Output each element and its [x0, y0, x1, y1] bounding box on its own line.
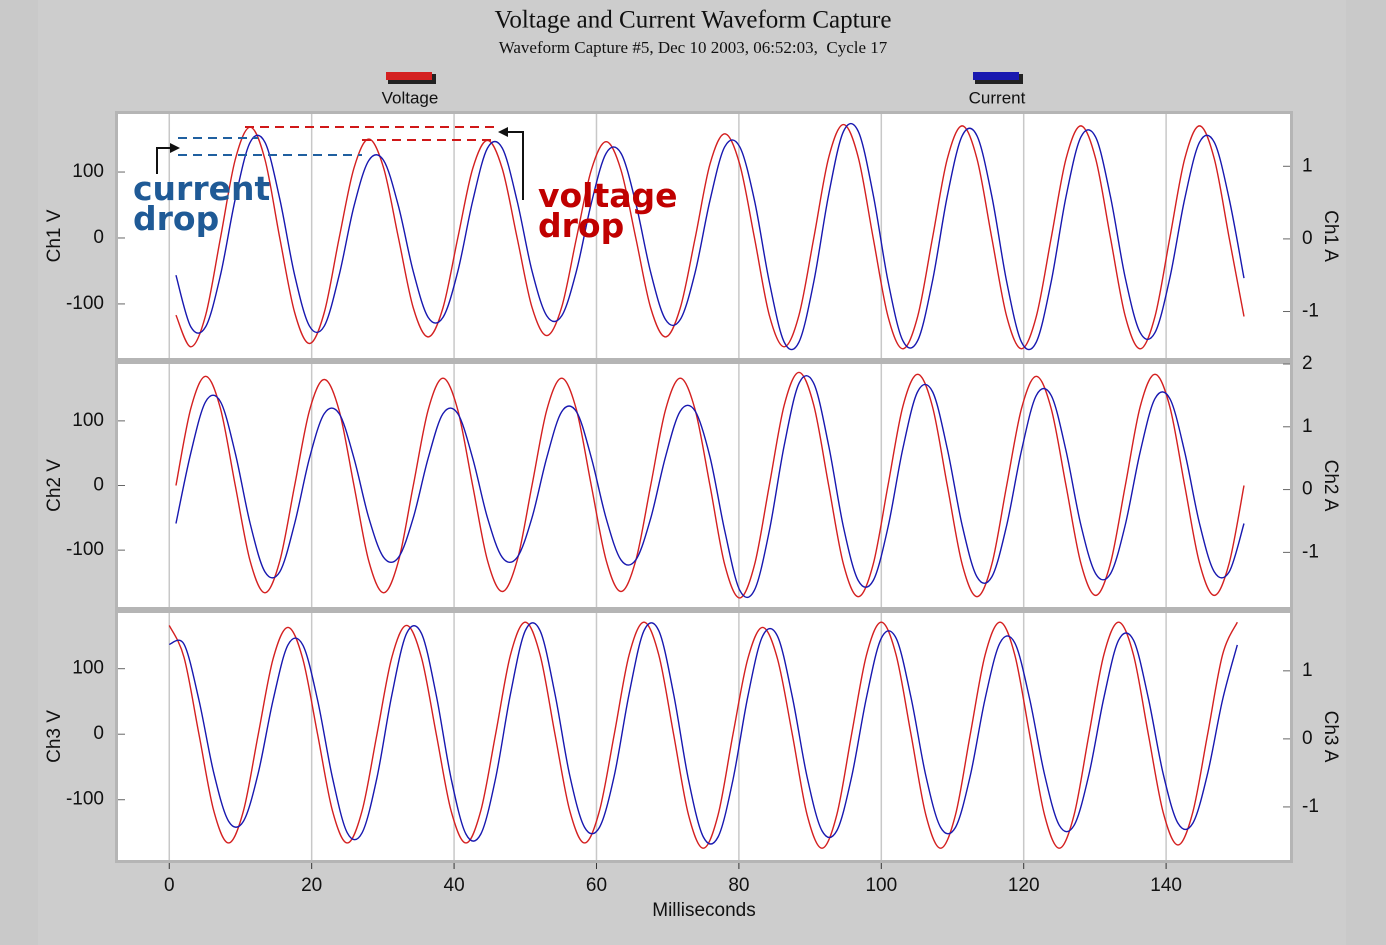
- y-tick-label: 100: [72, 410, 104, 431]
- series-line: [175, 123, 1245, 350]
- legend-swatch: [973, 72, 1019, 80]
- voltage-drop-arrow: [506, 131, 524, 200]
- y2-tick-label: -1: [1302, 541, 1319, 562]
- chart-subtitle: Waveform Capture #5, Dec 10 2003, 06:52:…: [499, 38, 888, 57]
- y2-tick-label: 0: [1302, 728, 1313, 749]
- plot-area: [118, 613, 1290, 860]
- y2-axis-label: Ch1 A: [1320, 210, 1341, 262]
- y-axis-label: Ch3 V: [44, 710, 65, 763]
- annotation: voltage drop: [538, 176, 678, 245]
- y-tick-label: 0: [93, 723, 104, 744]
- legend-label: Current: [969, 88, 1026, 107]
- series-line: [169, 622, 1238, 845]
- y2-axis-label: Ch3 A: [1320, 711, 1341, 763]
- current-drop-arrow: [156, 147, 172, 174]
- series-line: [175, 122, 1245, 351]
- y2-tick-label: 0: [1302, 228, 1313, 249]
- plot-area: [118, 114, 1290, 358]
- y2-axis-label: Ch2 A: [1320, 460, 1341, 512]
- x-tick-label: 80: [728, 875, 749, 896]
- y-tick-label: -100: [66, 789, 104, 810]
- y2-tick-label: 1: [1302, 660, 1313, 681]
- y-tick-label: -100: [66, 539, 104, 560]
- y-tick-label: 0: [93, 227, 104, 248]
- annotation: current drop: [133, 169, 271, 238]
- chart-title: Voltage and Current Waveform Capture: [495, 7, 892, 34]
- y2-tick-label: 1: [1302, 155, 1313, 176]
- legend-label: Voltage: [382, 88, 439, 107]
- voltage-drop-arrowhead: [498, 127, 508, 137]
- x-tick-label: 0: [164, 875, 175, 896]
- y-tick-label: -100: [66, 293, 104, 314]
- current-drop-arrowhead: [170, 143, 180, 153]
- y-axis-label: Ch1 V: [44, 209, 65, 262]
- y-axis-label: Ch2 V: [44, 459, 65, 512]
- annotation-arrows: [156, 126, 524, 200]
- y2-tick-label: 2: [1302, 353, 1313, 374]
- y2-tick-label: -1: [1302, 796, 1319, 817]
- legend-swatch: [386, 72, 432, 80]
- series-line: [168, 621, 1238, 849]
- x-tick-label: 40: [444, 875, 465, 896]
- x-tick-label: 20: [301, 875, 322, 896]
- y-tick-label: 100: [72, 658, 104, 679]
- y-tick-label: 0: [93, 475, 104, 496]
- y2-tick-label: 0: [1302, 479, 1313, 500]
- x-tick-label: 120: [1008, 875, 1040, 896]
- plot-area: [118, 364, 1290, 607]
- y2-tick-label: -1: [1302, 301, 1319, 322]
- x-tick-label: 60: [586, 875, 607, 896]
- series-line: [175, 371, 1245, 599]
- y-tick-label: 100: [72, 161, 104, 182]
- y2-tick-label: 1: [1302, 416, 1313, 437]
- x-axis-label: Milliseconds: [652, 900, 755, 921]
- x-tick-label: 100: [865, 875, 897, 896]
- series-line: [175, 375, 1245, 599]
- x-tick-label: 140: [1150, 875, 1182, 896]
